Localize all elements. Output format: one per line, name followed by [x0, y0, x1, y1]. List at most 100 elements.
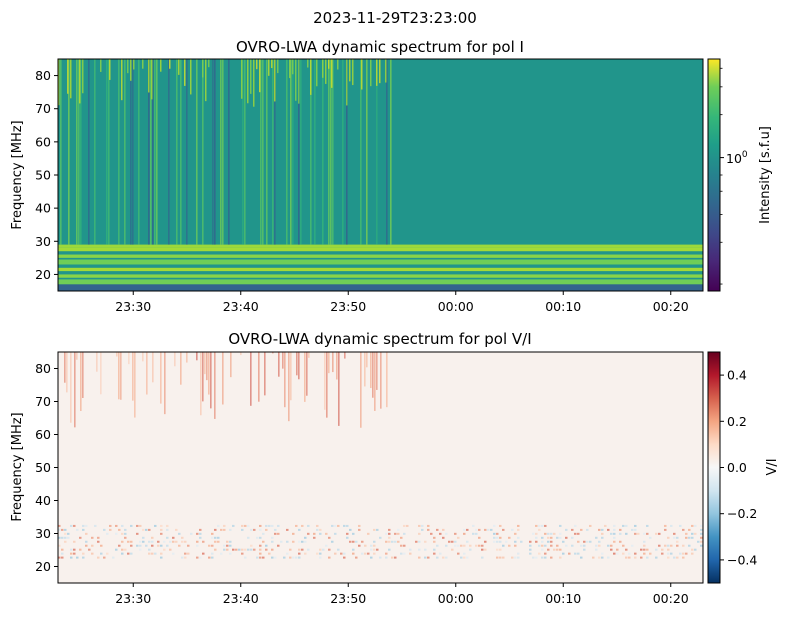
heatmap-noise: [646, 548, 649, 551]
heatmap-noise: [121, 540, 124, 543]
heatmap-noise: [211, 552, 214, 555]
y-tick-label: 40: [35, 493, 51, 508]
heatmap-streak: [174, 352, 176, 367]
heatmap-noise: [298, 556, 301, 559]
heatmap-noise: [559, 536, 562, 539]
heatmap-noise: [607, 528, 610, 531]
heatmap-streak: [132, 59, 134, 245]
heatmap-streak: [360, 59, 362, 245]
heatmap-noise: [337, 524, 340, 527]
heatmap-noise: [388, 532, 391, 535]
heatmap-streak: [328, 59, 330, 245]
heatmap-speckle: [298, 59, 300, 104]
heatmap-streak: [376, 59, 378, 245]
heatmap-noise: [436, 528, 439, 531]
heatmap-noise: [355, 556, 358, 559]
heatmap-noise: [478, 528, 481, 531]
heatmap-noise: [574, 532, 577, 535]
heatmap-noise: [148, 552, 151, 555]
heatmap-speckle: [379, 59, 381, 84]
heatmap-noise: [166, 524, 169, 527]
heatmap-noise: [343, 556, 346, 559]
heatmap-noise: [304, 540, 307, 543]
heatmap-streak: [292, 59, 294, 245]
heatmap-streak: [330, 59, 332, 245]
heatmap-noise: [484, 540, 487, 543]
heatmap-noise: [427, 528, 430, 531]
heatmap-noise: [436, 544, 439, 547]
pol-vi-colorbar-ticks: 0.4 0.2 0.0 −0.2 −0.4: [720, 368, 757, 567]
heatmap-noise: [694, 532, 697, 535]
heatmap-noise: [121, 532, 124, 535]
heatmap-streak: [88, 59, 90, 245]
heatmap-noise: [235, 548, 238, 551]
heatmap-noise: [406, 524, 409, 527]
heatmap-noise: [352, 552, 355, 555]
heatmap-noise: [364, 544, 367, 547]
heatmap-noise: [625, 556, 628, 559]
heatmap-streak: [220, 59, 222, 245]
heatmap-noise: [121, 548, 124, 551]
heatmap-noise: [325, 532, 328, 535]
heatmap-noise: [574, 552, 577, 555]
heatmap-noise: [520, 540, 523, 543]
heatmap-noise: [673, 532, 676, 535]
heatmap-noise: [628, 552, 631, 555]
heatmap-noise: [142, 540, 145, 543]
heatmap-noise: [691, 552, 694, 555]
heatmap-streak: [64, 352, 66, 383]
heatmap-noise: [499, 536, 502, 539]
heatmap-noise: [160, 552, 163, 555]
heatmap-noise: [421, 528, 424, 531]
heatmap-noise: [226, 544, 229, 547]
heatmap-noise: [334, 532, 337, 535]
heatmap-noise: [223, 528, 226, 531]
heatmap-band: [58, 279, 703, 285]
heatmap-streak: [306, 352, 308, 396]
heatmap-speckle: [82, 59, 84, 94]
y-tick-label: 80: [35, 68, 51, 83]
heatmap-noise: [367, 552, 370, 555]
heatmap-noise: [601, 552, 604, 555]
pol-i-colorbar-label: Intensity [s.f.u]: [758, 126, 773, 224]
heatmap-noise: [361, 540, 364, 543]
heatmap-noise: [97, 556, 100, 559]
heatmap-noise: [244, 524, 247, 527]
heatmap-streak: [338, 352, 340, 426]
heatmap-noise: [646, 556, 649, 559]
heatmap-noise: [394, 556, 397, 559]
heatmap-noise: [586, 540, 589, 543]
heatmap-noise: [634, 524, 637, 527]
heatmap-streak: [324, 352, 326, 410]
heatmap-noise: [151, 544, 154, 547]
heatmap-noise: [601, 532, 604, 535]
heatmap-streak: [332, 352, 334, 373]
pol-i-heatmap: [58, 59, 703, 291]
heatmap-noise: [154, 524, 157, 527]
heatmap-streak: [148, 59, 150, 245]
heatmap-noise: [352, 540, 355, 543]
pol-i-ylabel: Frequency [MHz]: [10, 120, 25, 229]
heatmap-noise: [469, 548, 472, 551]
heatmap-streak: [156, 59, 158, 245]
heatmap-noise: [385, 540, 388, 543]
heatmap-noise: [442, 556, 445, 559]
heatmap-noise: [535, 532, 538, 535]
heatmap-noise: [625, 532, 628, 535]
heatmap-streak: [118, 59, 120, 245]
heatmap-noise: [691, 548, 694, 551]
heatmap-streak: [386, 59, 388, 245]
heatmap-noise: [334, 552, 337, 555]
heatmap-speckle: [352, 59, 354, 86]
heatmap-streak: [160, 352, 162, 404]
heatmap-noise: [451, 548, 454, 551]
heatmap-noise: [424, 548, 427, 551]
heatmap-noise: [514, 544, 517, 547]
heatmap-noise: [565, 528, 568, 531]
heatmap-noise: [388, 540, 391, 543]
heatmap-noise: [115, 532, 118, 535]
heatmap-noise: [589, 524, 592, 527]
heatmap-noise: [538, 544, 541, 547]
heatmap-noise: [619, 532, 622, 535]
heatmap-noise: [613, 540, 616, 543]
